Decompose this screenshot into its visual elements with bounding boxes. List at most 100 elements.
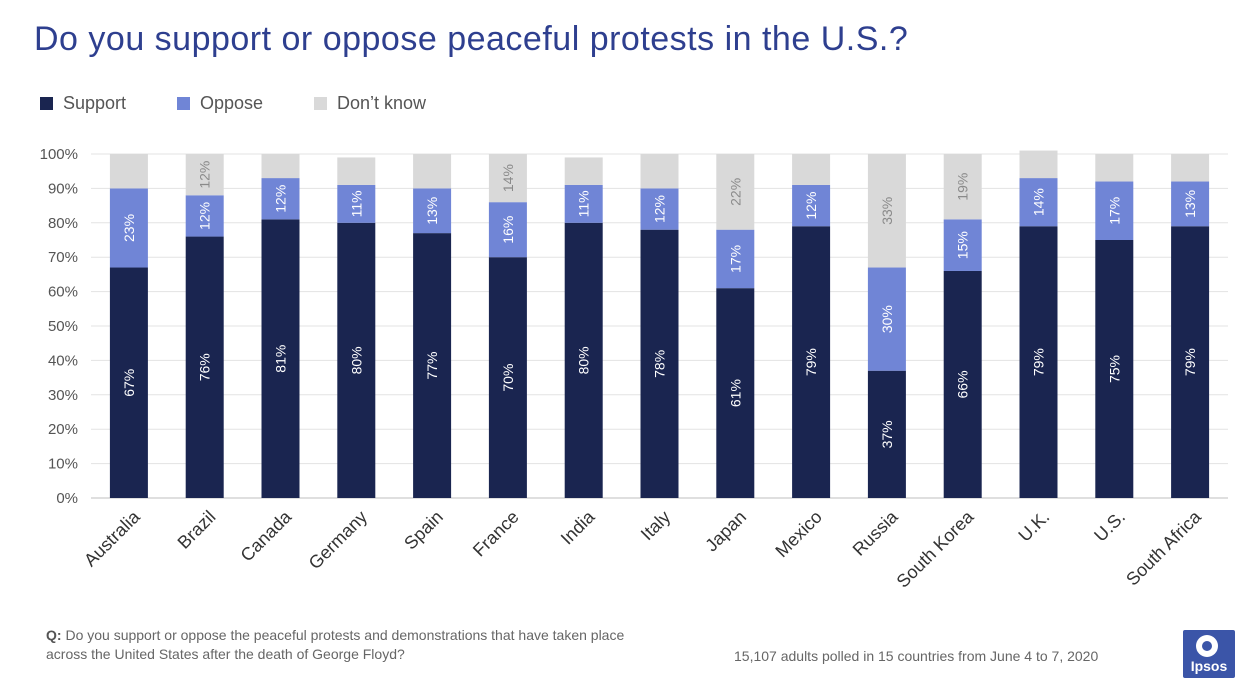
y-tick-label: 40% [48,352,78,369]
data-label: 12% [652,195,668,223]
data-label: 67% [121,369,137,397]
bar-dont-know [413,154,452,189]
bar-support [185,236,224,498]
bar-dont-know [337,157,376,185]
bar-oppose [1095,181,1134,240]
data-label: 12% [803,192,819,220]
data-label: 70% [500,364,516,392]
x-category-label: South Korea [893,506,979,592]
data-label: 79% [1182,348,1198,376]
bar-dont-know [867,154,906,268]
bar-oppose [867,267,906,371]
bar-support [488,257,527,498]
bar-support [109,267,148,498]
data-label: 78% [652,350,668,378]
bar-oppose [185,195,224,237]
bar-dont-know [261,154,300,179]
bar-oppose [261,178,300,220]
x-category-label: South Africa [1122,506,1205,589]
bar-oppose [716,229,755,289]
data-label: 33% [879,197,895,225]
legend-item-support: Support [40,93,126,114]
logo-text: Ipsos [1190,658,1228,674]
x-category-label: Brazil [174,507,220,553]
data-label: 75% [1106,355,1122,383]
data-label: 11% [348,190,364,217]
data-label: 14% [1031,188,1047,216]
bar-dont-know [1095,154,1134,182]
bar-support [1095,240,1134,498]
bar-oppose [109,188,148,268]
x-category-label: Japan [701,507,750,556]
x-category-label: Canada [237,506,296,565]
data-label: 13% [1182,190,1198,218]
y-tick-label: 30% [48,387,78,404]
bar-support [337,222,376,499]
y-tick-label: 0% [56,490,78,507]
y-tick-label: 10% [48,456,78,473]
data-label: 14% [500,164,516,192]
x-category-label: Mexico [771,507,825,561]
data-label: 77% [424,352,440,380]
y-tick-label: 70% [48,249,78,266]
legend-item-dont-know: Don’t know [314,93,426,114]
bar-oppose [337,184,376,223]
data-label: 17% [1106,197,1122,225]
bar-oppose [564,184,603,223]
bar-dont-know [716,154,755,230]
data-label: 17% [727,245,743,273]
bar-dont-know [640,154,679,189]
data-label: 80% [348,346,364,374]
bar-dont-know [564,157,603,185]
x-category-label: Australia [80,506,144,570]
y-tick-label: 20% [48,421,78,438]
data-label: 79% [803,348,819,376]
bar-support [792,226,831,499]
bar-support [564,222,603,499]
data-label: 37% [879,420,895,448]
data-label: 61% [727,379,743,407]
bar-dont-know [1171,154,1210,182]
data-label: 11% [576,190,592,217]
data-label: 16% [500,216,516,244]
bar-support [867,370,906,498]
x-category-label: Russia [849,506,903,560]
bar-oppose [413,188,452,234]
legend-label-dont-know: Don’t know [337,93,427,113]
bar-support [640,229,679,498]
bar-support [413,233,452,498]
bar-dont-know [109,154,148,189]
x-category-label: France [469,507,523,561]
y-tick-label: 100% [40,146,78,163]
bar-oppose [943,219,982,271]
data-label: 81% [273,345,289,373]
legend-swatch-support [40,97,53,110]
legend-item-oppose: Oppose [177,93,263,114]
data-label: 12% [273,185,289,213]
bar-dont-know [185,154,224,196]
bar-dont-know [943,154,982,220]
question-body: Do you support or oppose the peaceful pr… [46,627,625,662]
legend-label-support: Support [63,93,127,113]
bar-oppose [1171,181,1210,227]
x-category-label: India [557,506,599,548]
data-label: 76% [197,353,213,381]
bar-dont-know [1019,150,1058,179]
question-text: Q: Do you support or oppose the peaceful… [46,626,646,664]
x-category-label: Italy [637,507,674,544]
data-label: 13% [424,197,440,225]
legend-label-oppose: Oppose [200,93,264,113]
sample-note: 15,107 adults polled in 15 countries fro… [734,648,1099,664]
bar-oppose [640,188,679,230]
data-label: 80% [576,346,592,374]
bar-support [716,288,755,498]
y-tick-label: 80% [48,215,78,232]
bar-dont-know [792,154,831,185]
bar-oppose [488,202,527,258]
data-label: 79% [1031,348,1047,376]
bar-support [943,270,982,498]
chart-title: Do you support or oppose peaceful protes… [34,20,909,58]
data-label: 22% [727,178,743,206]
legend-swatch-oppose [177,97,190,110]
